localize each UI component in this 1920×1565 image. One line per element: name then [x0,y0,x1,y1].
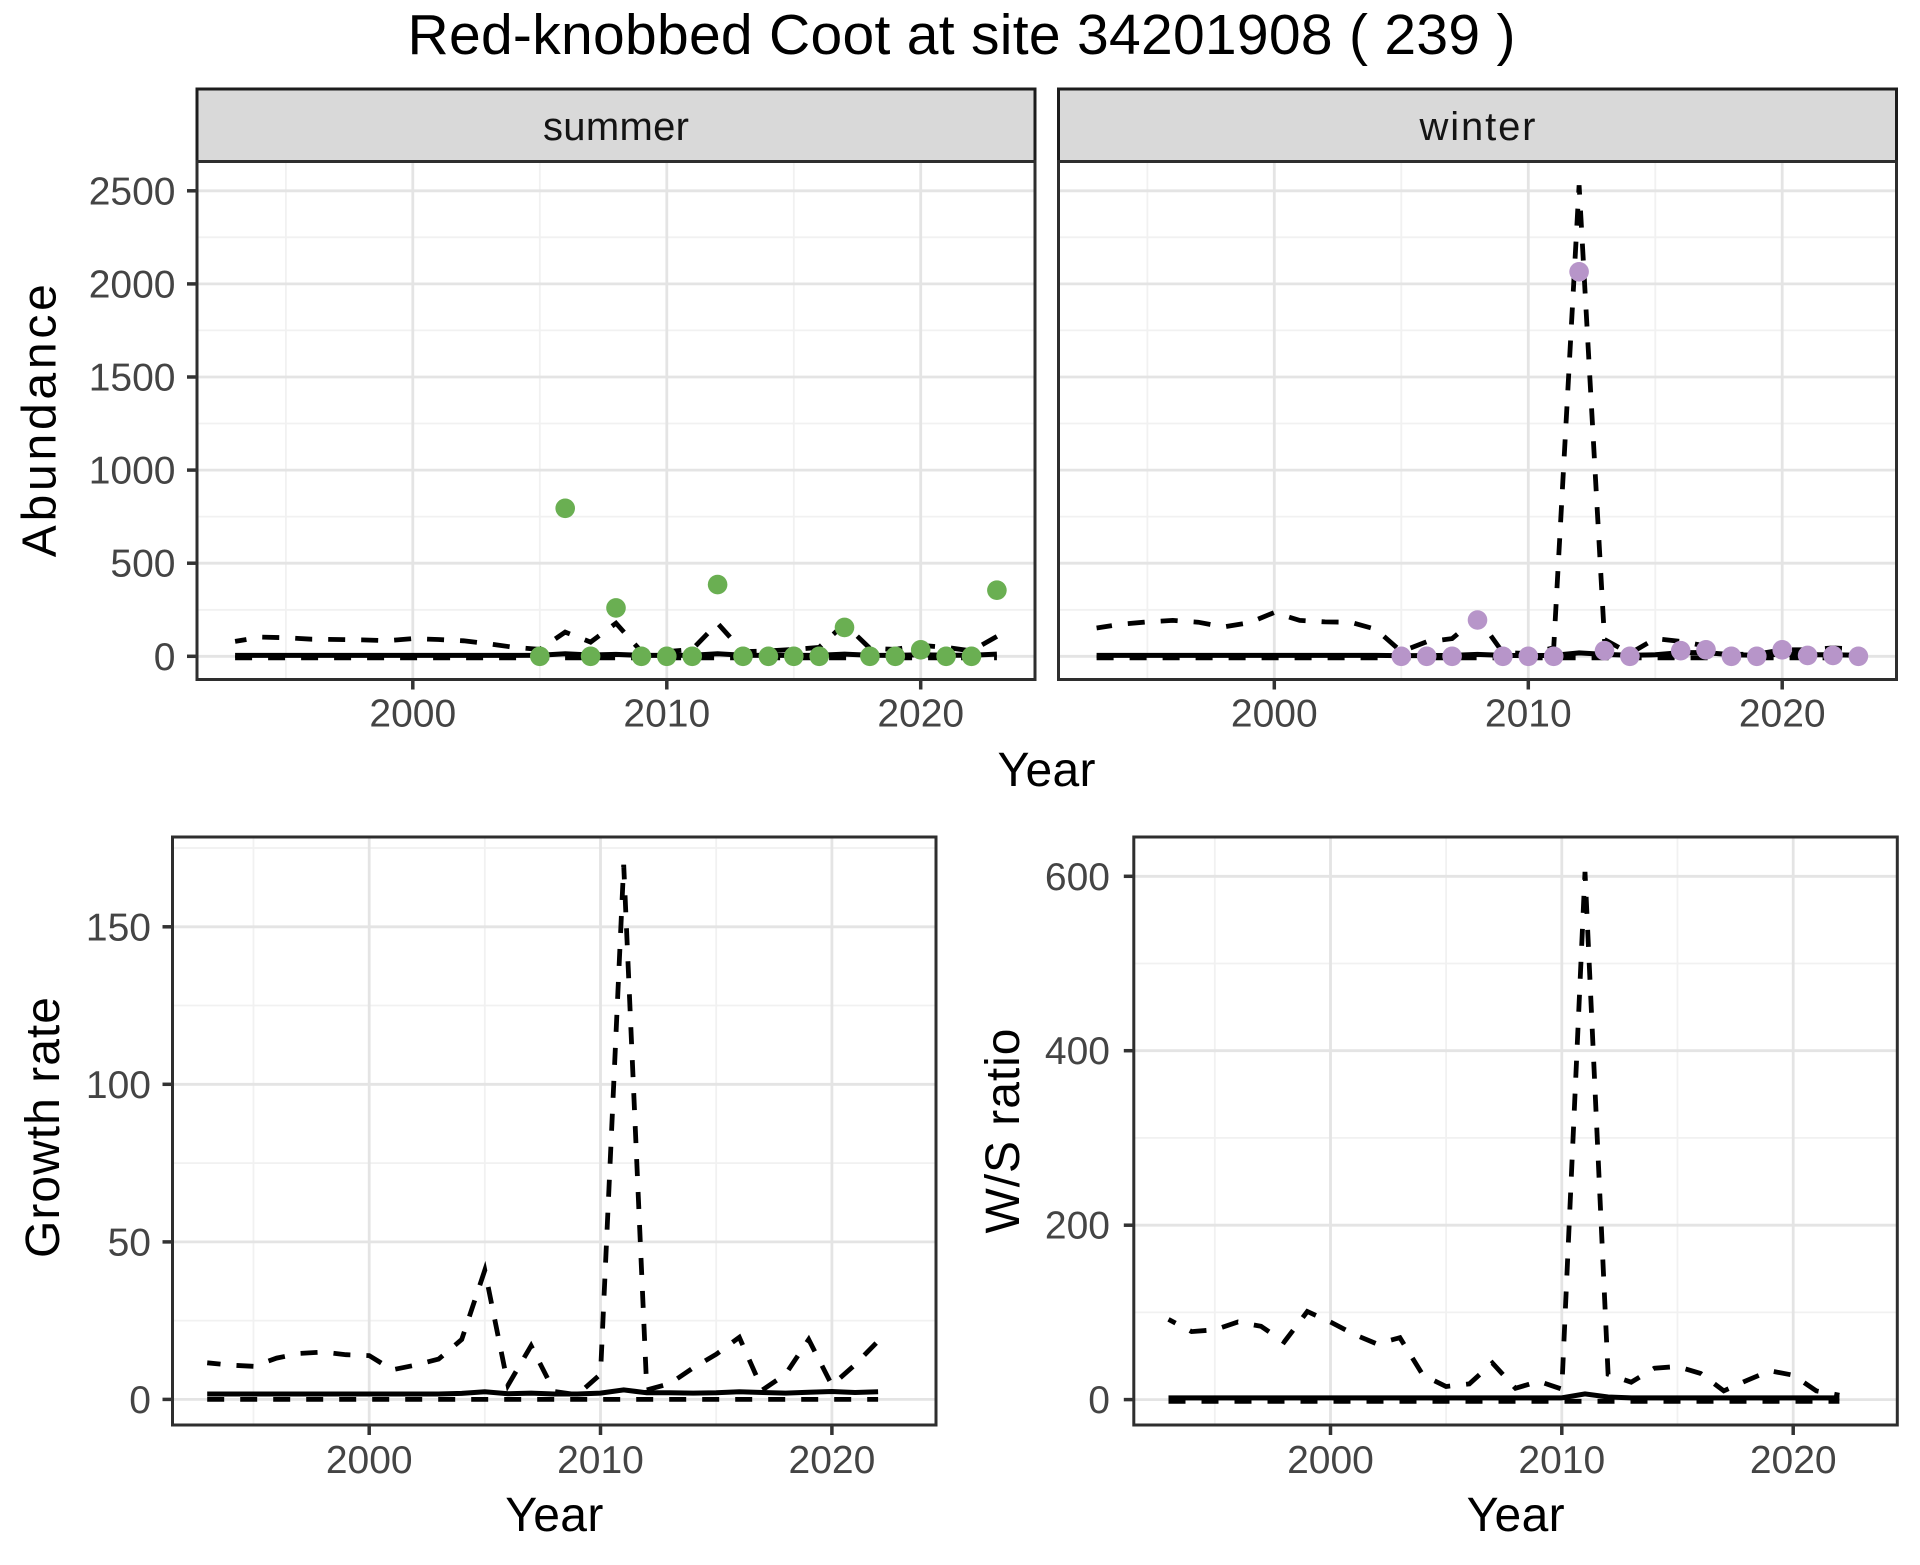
svg-text:2010: 2010 [623,693,710,736]
svg-text:2000: 2000 [369,693,456,736]
svg-text:Red-knobbed Coot at site 34201: Red-knobbed Coot at site 34201908 ( 239 … [408,3,1516,67]
svg-text:2020: 2020 [1750,1439,1837,1482]
svg-text:2020: 2020 [1739,693,1826,736]
svg-text:200: 200 [1045,1205,1110,1248]
svg-text:50: 50 [108,1221,151,1264]
svg-text:2000: 2000 [1231,693,1318,736]
svg-text:0: 0 [154,636,176,679]
svg-text:winter: winter [1419,105,1536,149]
svg-text:W/S ratio: W/S ratio [977,1029,1030,1234]
svg-text:400: 400 [1045,1030,1110,1073]
svg-text:Abundance: Abundance [14,284,67,557]
svg-text:2020: 2020 [877,693,964,736]
svg-text:2010: 2010 [1485,693,1572,736]
svg-text:Year: Year [998,744,1096,797]
svg-text:2500: 2500 [89,170,176,213]
svg-text:150: 150 [86,906,151,949]
svg-text:Year: Year [1467,1489,1565,1542]
svg-text:2000: 2000 [1287,1439,1374,1482]
svg-text:2020: 2020 [789,1439,876,1482]
svg-text:2010: 2010 [557,1439,644,1482]
svg-text:500: 500 [110,543,175,586]
svg-text:2010: 2010 [1518,1439,1605,1482]
svg-text:1500: 1500 [89,357,176,400]
svg-text:summer: summer [543,105,689,149]
svg-text:600: 600 [1045,856,1110,899]
svg-text:2000: 2000 [326,1439,413,1482]
svg-text:0: 0 [129,1379,151,1422]
svg-text:Year: Year [505,1489,603,1542]
svg-text:100: 100 [86,1064,151,1107]
svg-text:0: 0 [1088,1379,1110,1422]
svg-text:Growth rate: Growth rate [17,997,70,1258]
svg-text:2000: 2000 [89,263,176,306]
svg-text:1000: 1000 [89,450,176,493]
